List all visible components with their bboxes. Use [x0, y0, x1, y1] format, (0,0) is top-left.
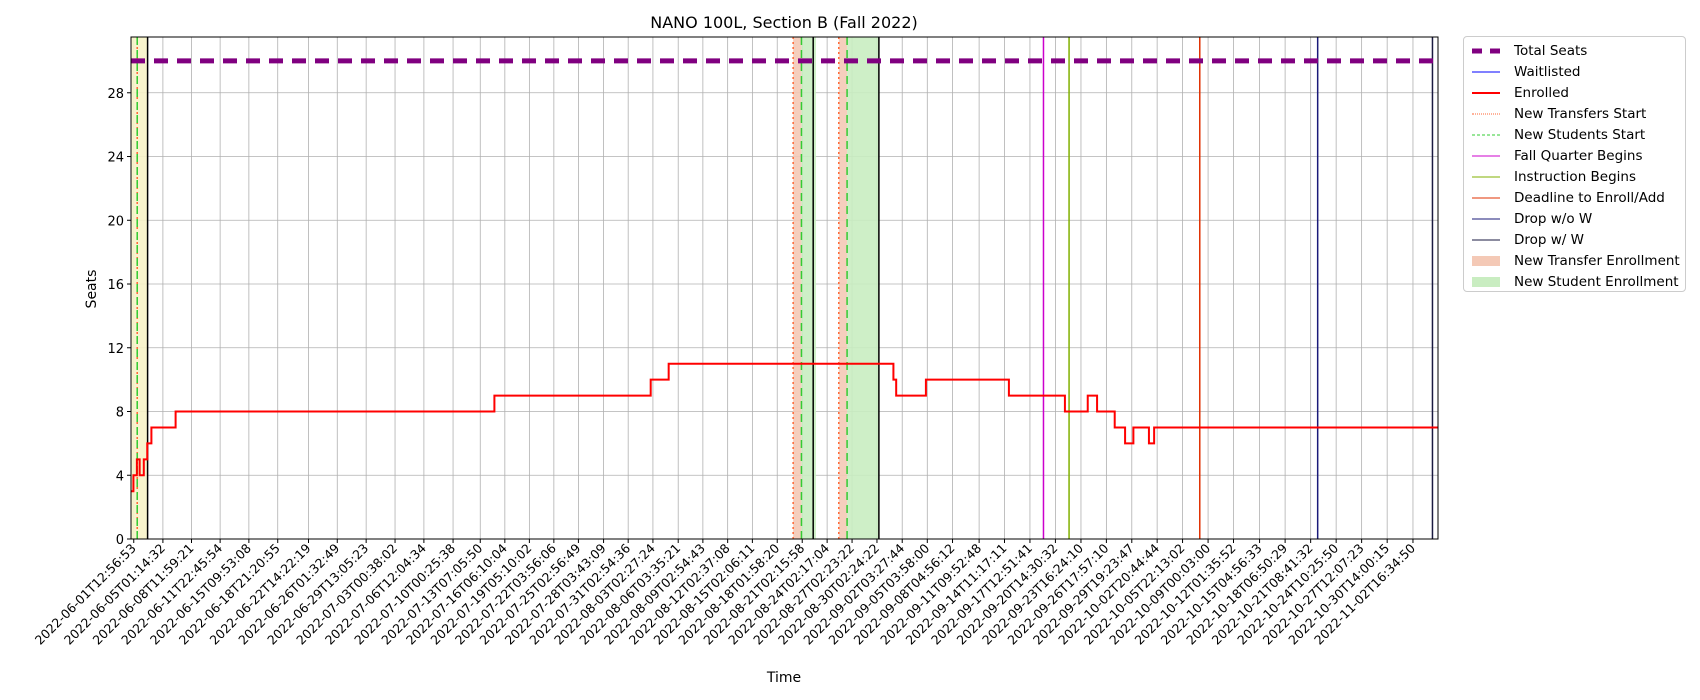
legend-item: Deadline to Enroll/Add: [1472, 187, 1685, 208]
enrollment-span: [793, 37, 802, 539]
legend-swatch: [1472, 45, 1500, 57]
legend-item: New Students Start: [1472, 124, 1685, 145]
enrollment-spans: [131, 37, 879, 539]
legend-item: Total Seats: [1472, 40, 1685, 61]
legend-swatch: [1472, 171, 1500, 183]
series-lines: [131, 58, 1438, 540]
y-tick-label: 0: [116, 533, 124, 548]
legend-item: Drop w/ W: [1472, 229, 1685, 250]
legend-label: Instruction Begins: [1514, 168, 1637, 185]
legend-label: Drop w/ W: [1514, 231, 1584, 248]
legend-item: Fall Quarter Begins: [1472, 145, 1685, 166]
legend-swatch: [1472, 192, 1500, 204]
series-line: [131, 362, 1438, 493]
enrollment-span: [847, 37, 879, 539]
y-tick-label: 4: [116, 469, 124, 484]
legend-label: New Student Enrollment: [1514, 273, 1679, 290]
legend-item: New Student Enrollment: [1472, 271, 1685, 292]
legend-label: Enrolled: [1514, 84, 1569, 101]
y-ticks: 0 4 8 12 16 20 24 28: [107, 87, 131, 548]
legend-swatch: [1472, 87, 1500, 99]
legend-label: New Students Start: [1514, 126, 1646, 143]
enrollment-span: [801, 37, 816, 539]
plot-frame: [130, 36, 1439, 540]
grid: [131, 37, 1438, 540]
y-tick-label: 8: [116, 406, 124, 421]
legend-item: Instruction Begins: [1472, 166, 1685, 187]
legend-label: New Transfer Enrollment: [1514, 252, 1680, 269]
legend: Total Seats Waitlisted Enrolled New Transfe…: [1463, 36, 1686, 292]
legend-label: Deadline to Enroll/Add: [1514, 189, 1665, 206]
y-tick-label: 12: [107, 342, 124, 357]
legend-swatch: [1472, 276, 1500, 287]
x-ticks: 2022-06-01T12:56:532022-06-05T01:14:3220…: [32, 539, 1418, 648]
y-tick-label: 24: [107, 151, 124, 166]
legend-label: Waitlisted: [1514, 63, 1581, 80]
legend-swatch: [1472, 213, 1500, 225]
event-lines: [136, 37, 1434, 539]
y-tick-label: 20: [107, 214, 124, 229]
legend-swatch: [1472, 108, 1500, 120]
legend-item: Enrolled: [1472, 82, 1685, 103]
legend-swatch: [1472, 234, 1500, 246]
legend-swatch: [1472, 129, 1500, 141]
legend-swatch: [1472, 150, 1500, 162]
legend-label: Drop w/o W: [1514, 210, 1593, 227]
legend-label: New Transfers Start: [1514, 105, 1647, 122]
legend-item: Drop w/o W: [1472, 208, 1685, 229]
y-tick-label: 16: [107, 278, 124, 293]
enrollment-span: [131, 37, 148, 539]
y-axis-label: Seats: [84, 270, 100, 309]
legend-label: Fall Quarter Begins: [1514, 147, 1643, 164]
legend-item: New Transfers Start: [1472, 103, 1685, 124]
chart-title: NANO 100L, Section B (Fall 2022): [650, 13, 918, 32]
enrollment-span: [838, 37, 848, 539]
legend-swatch: [1472, 255, 1500, 266]
y-tick-label: 28: [107, 87, 124, 102]
legend-item: New Transfer Enrollment: [1472, 250, 1685, 271]
legend-label: Total Seats: [1514, 42, 1588, 59]
legend-swatch: [1472, 66, 1500, 78]
legend-item: Waitlisted: [1472, 61, 1685, 82]
x-axis-label: Time: [766, 670, 801, 686]
